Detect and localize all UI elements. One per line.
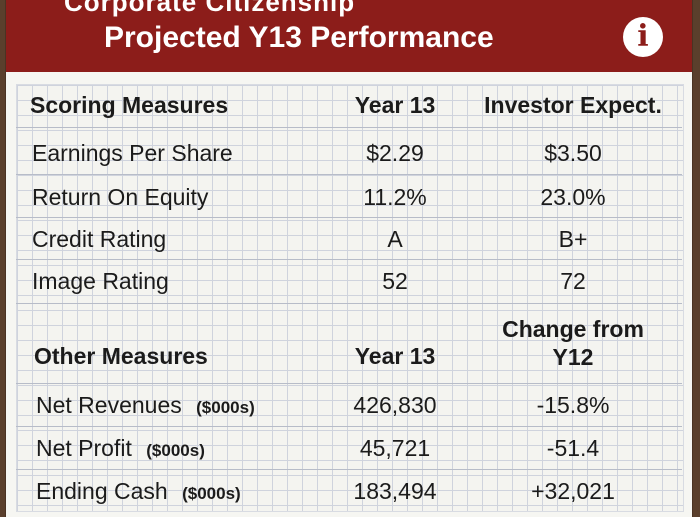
- info-icon[interactable]: i: [623, 17, 663, 57]
- net-profit-label: Net Profit: [36, 435, 132, 461]
- row-divider: [16, 383, 682, 384]
- row-divider: [16, 174, 682, 175]
- row-divider: [16, 259, 682, 260]
- ending-cash-unit: ($000s): [182, 484, 241, 503]
- return-on-equity-year13: 11.2%: [340, 184, 450, 211]
- ending-cash-label: Ending Cash: [36, 478, 168, 504]
- ending-cash-change: +32,021: [468, 478, 678, 505]
- row-divider: [16, 303, 682, 304]
- net-revenues-label: Net Revenues: [36, 392, 182, 418]
- net-profit-unit: ($000s): [146, 441, 205, 460]
- earnings-per-share-expect: $3.50: [468, 140, 678, 167]
- net-profit-change: -51.4: [468, 435, 678, 462]
- image-rating-expect: 72: [468, 268, 678, 295]
- performance-panel: Corporate Citizenship Projected Y13 Perf…: [6, 0, 692, 517]
- credit-rating-expect: B+: [468, 226, 678, 253]
- net-revenues-year13: 426,830: [340, 392, 450, 419]
- credit-rating-year13: A: [340, 226, 450, 253]
- row-label-net-revenues: Net Revenues ($000s): [36, 392, 255, 419]
- image-rating-year13: 52: [340, 268, 450, 295]
- earnings-per-share-year13: $2.29: [340, 140, 450, 167]
- row-label-net-profit: Net Profit ($000s): [36, 435, 205, 462]
- row-label-image-rating: Image Rating: [32, 268, 169, 295]
- net-revenues-change: -15.8%: [468, 392, 678, 419]
- ending-cash-year13: 183,494: [340, 478, 450, 505]
- row-label-return-on-equity: Return On Equity: [32, 184, 208, 211]
- other-measures-header: Other Measures: [34, 343, 208, 370]
- row-divider: [16, 469, 682, 470]
- net-profit-year13: 45,721: [340, 435, 450, 462]
- scoring-measures-header: Scoring Measures: [30, 92, 228, 119]
- net-revenues-unit: ($000s): [196, 398, 255, 417]
- page-title: Projected Y13 Performance: [104, 21, 494, 55]
- header-cut-title: Corporate Citizenship: [64, 0, 355, 18]
- year13-header: Year 13: [340, 92, 450, 119]
- row-label-earnings-per-share: Earnings Per Share: [32, 140, 233, 167]
- return-on-equity-expect: 23.0%: [468, 184, 678, 211]
- panel-header: Corporate Citizenship Projected Y13 Perf…: [6, 0, 692, 72]
- row-divider: [16, 217, 682, 218]
- change-from-y12-header: Y12: [468, 344, 678, 371]
- change-from-header: Change from: [468, 316, 678, 343]
- row-divider: [16, 426, 682, 427]
- investor-expect-header: Investor Expect.: [468, 92, 678, 119]
- other-year13-header: Year 13: [340, 343, 450, 370]
- row-divider: [16, 127, 682, 128]
- row-label-ending-cash: Ending Cash ($000s): [36, 478, 241, 505]
- row-label-credit-rating: Credit Rating: [32, 226, 166, 253]
